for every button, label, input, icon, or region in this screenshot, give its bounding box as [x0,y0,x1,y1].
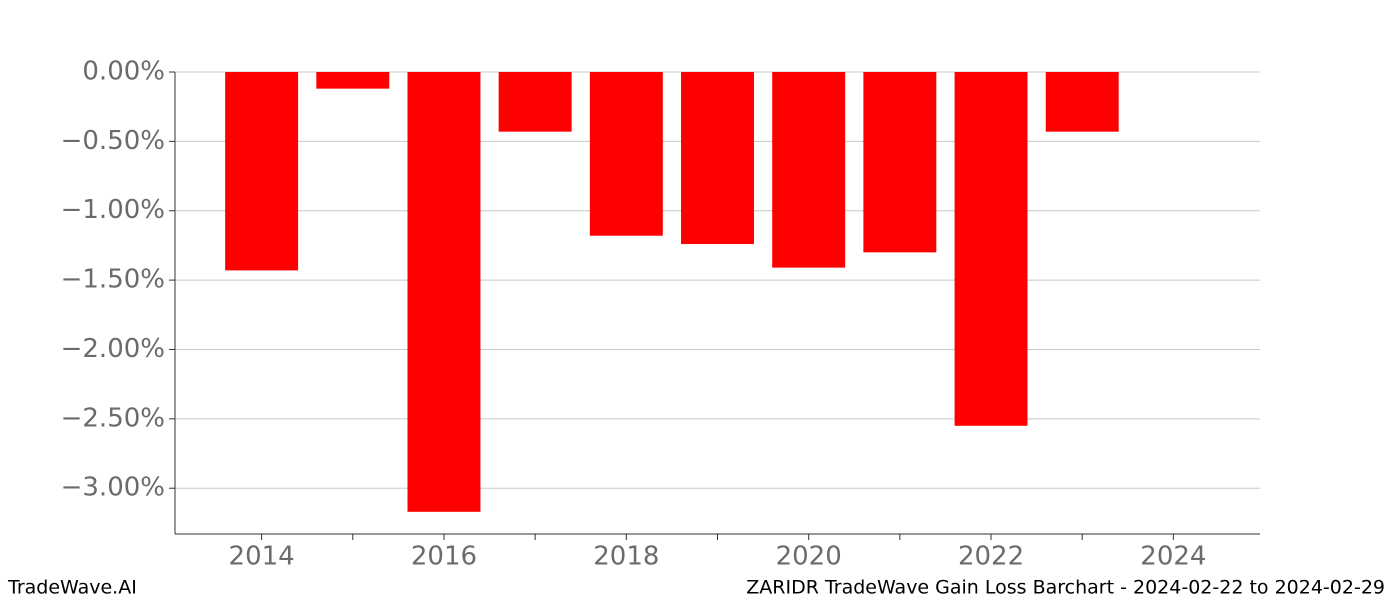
x-tick-label: 2020 [776,542,842,572]
y-tick-label: −2.00% [61,334,165,364]
y-tick-label: −0.50% [61,126,165,156]
y-tick-label: −3.00% [61,473,165,503]
bar [589,72,663,236]
bar [772,72,846,268]
y-tick-label: −1.50% [61,265,165,295]
x-tick-label: 2024 [1140,542,1206,572]
bar [1045,72,1119,132]
x-tick-label: 2014 [229,542,295,572]
y-tick-label: −2.50% [61,403,165,433]
y-tick-label: 0.00% [82,57,165,87]
bar [681,72,754,245]
watermark: TradeWave.AI [7,577,137,599]
bar [954,72,1028,426]
bar [498,72,572,132]
x-tick-label: 2016 [411,542,477,572]
x-tick-label: 2022 [958,542,1024,572]
bar [863,72,937,253]
y-tick-label: −1.00% [61,195,165,225]
bar [225,72,299,271]
x-tick-label: 2018 [593,542,659,572]
chart-title: ZARIDR TradeWave Gain Loss Barchart - 20… [746,577,1385,599]
bar [407,72,481,512]
bar [316,72,390,89]
